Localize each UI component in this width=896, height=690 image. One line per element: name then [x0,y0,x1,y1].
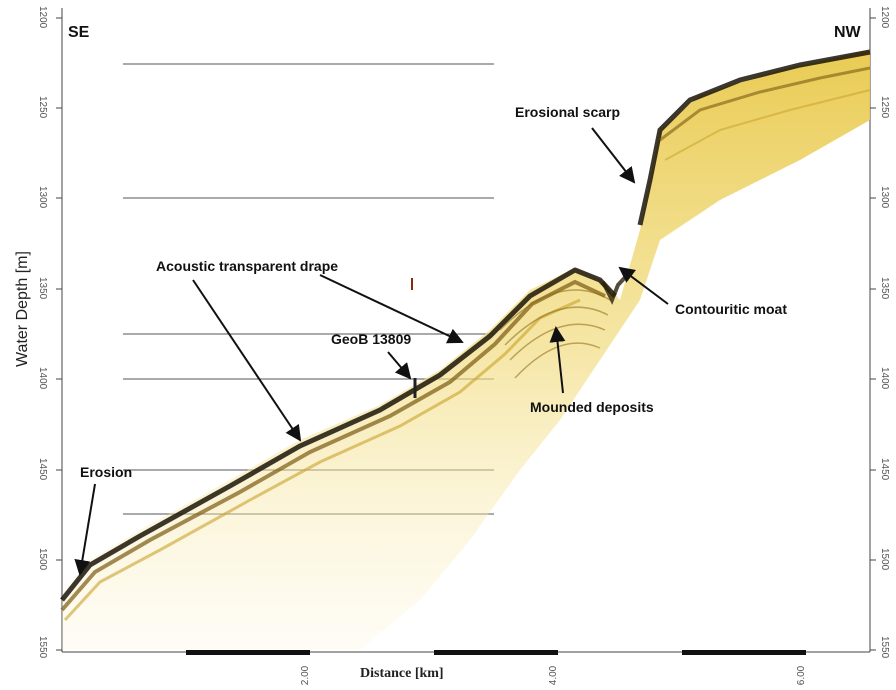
label-nw: NW [834,24,861,41]
y-tick-right: 1500 [879,548,890,571]
y-tick-right: 1350 [879,277,890,300]
label-geob-core: GeoB 13809 [331,331,412,347]
y-tick-left: 1350 [37,277,48,300]
y-tick-right: 1550 [879,636,890,659]
label-erosion: Erosion [80,464,133,480]
terrace-reflector-2 [659,66,871,142]
y-tick-left: 1400 [37,367,48,390]
y-tick-left: 1300 [37,186,48,209]
x-scale-bar [186,650,806,655]
terrace-reflector [637,49,871,226]
y-tick-right: 1450 [879,458,890,481]
label-contouritic-moat: Contouritic moat [675,301,787,317]
y-axis-title: Water Depth [m] [14,251,31,367]
annotation-arrows [74,127,669,576]
y-tick-marks [56,17,876,651]
label-erosional-scarp: Erosional scarp [515,104,621,120]
label-se: SE [68,24,90,41]
label-acoustic-drape: Acoustic transparent drape [156,258,339,274]
x-tick: 4.00 [548,665,560,686]
x-tick: 6.00 [796,665,808,686]
slope-sediment-fill [62,50,870,650]
y-tick-left: 1500 [37,548,48,571]
seafloor-reflector [60,267,617,602]
x-tick: 2.00 [300,665,312,686]
y-tick-right: 1400 [879,367,890,390]
y-tick-left: 1450 [37,458,48,481]
y-tick-right: 1250 [879,96,890,119]
y-tick-left: 1250 [37,96,48,119]
y-tick-right: 1200 [879,6,890,29]
seafloor-reflector-3 [63,298,581,622]
label-mounded-deposits: Mounded deposits [530,399,654,415]
x-axis-title: Distance [km] [360,666,444,681]
y-tick-left: 1200 [37,6,48,29]
terrace-reflector-3 [664,89,871,161]
y-tick-right: 1300 [879,186,890,209]
y-tick-left: 1550 [37,636,48,659]
